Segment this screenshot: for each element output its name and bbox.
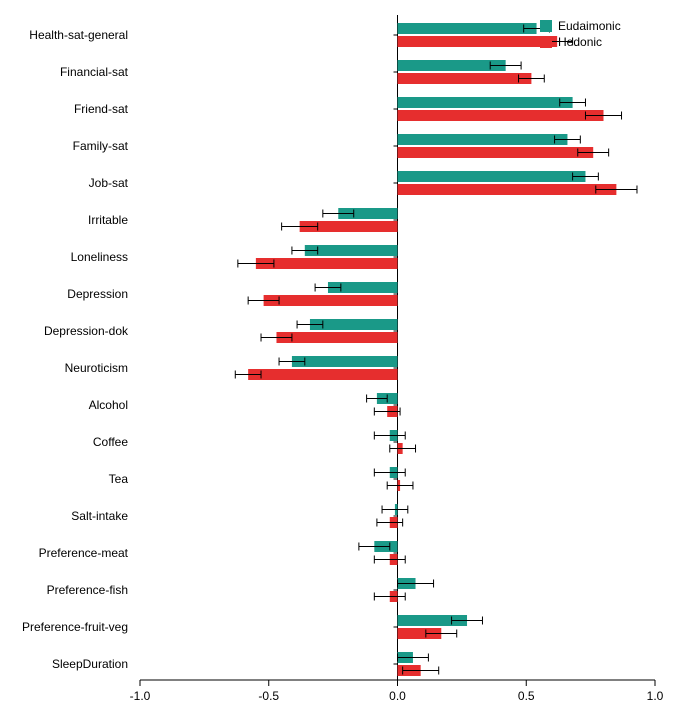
x-tick-label: -1.0	[130, 689, 151, 703]
bar-eudaimonic	[398, 171, 586, 182]
category-label: Preference-meat	[39, 546, 129, 560]
bar-hedonic	[398, 36, 558, 47]
category-label: Alcohol	[89, 398, 128, 412]
bar-eudaimonic	[398, 134, 568, 145]
x-tick-label: -0.5	[258, 689, 279, 703]
bar-eudaimonic	[305, 245, 398, 256]
category-label: Job-sat	[89, 176, 129, 190]
category-label: Financial-sat	[60, 65, 129, 79]
category-label: Friend-sat	[74, 102, 129, 116]
category-label: Neuroticism	[65, 361, 128, 375]
category-label: Depression-dok	[44, 324, 129, 338]
bar-eudaimonic	[398, 23, 537, 34]
bar-hedonic	[248, 369, 397, 380]
category-label: Health-sat-general	[29, 28, 128, 42]
category-label: Family-sat	[73, 139, 129, 153]
category-label: Coffee	[93, 435, 128, 449]
bar-hedonic	[256, 258, 398, 269]
grouped-bar-chart: -1.0 -0.5 0.0 0.5 1.0 Health-sat-general Finan…	[0, 0, 675, 715]
bar-hedonic	[398, 184, 617, 195]
chart-container: -1.0 -0.5 0.0 0.5 1.0 Health-sat-general Finan…	[0, 0, 675, 715]
legend-swatch	[540, 20, 552, 32]
category-label: Preference-fruit-veg	[22, 620, 128, 634]
bar-eudaimonic	[292, 356, 398, 367]
bar-hedonic	[276, 332, 397, 343]
x-tick-label: 0.0	[389, 689, 406, 703]
bar-eudaimonic	[398, 97, 573, 108]
category-label: Salt-intake	[71, 509, 128, 523]
x-tick-label: 0.5	[518, 689, 535, 703]
bar-hedonic	[398, 110, 604, 121]
legend-label: Hedonic	[558, 35, 602, 49]
category-label: Irritable	[88, 213, 128, 227]
x-tick-label: 1.0	[647, 689, 664, 703]
category-label: Tea	[109, 472, 129, 486]
bar-hedonic	[264, 295, 398, 306]
legend-label: Eudaimonic	[558, 19, 621, 33]
bar-hedonic	[398, 147, 594, 158]
category-label: Loneliness	[71, 250, 128, 264]
bar-eudaimonic	[398, 60, 506, 71]
legend-swatch	[540, 36, 552, 48]
category-label: Preference-fish	[47, 583, 128, 597]
category-label: Depression	[67, 287, 128, 301]
category-label: SleepDuration	[52, 657, 128, 671]
bar-hedonic	[398, 73, 532, 84]
